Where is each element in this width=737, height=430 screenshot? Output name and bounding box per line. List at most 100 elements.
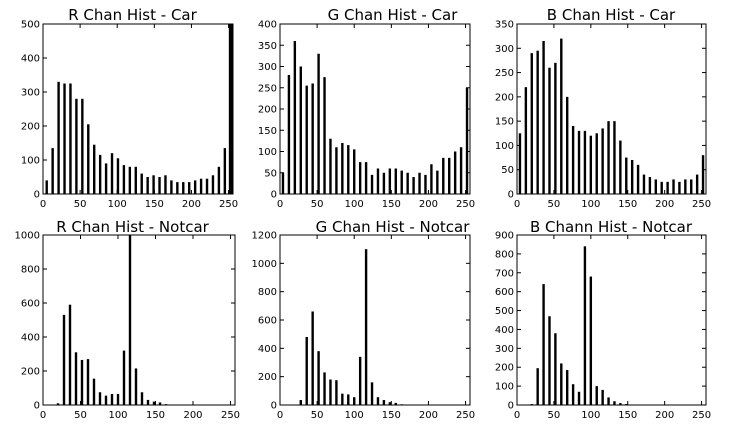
bar [459,147,463,194]
chart-title: G Chan Hist - Car [327,6,458,24]
y-tick-label: 100 [495,141,514,152]
bar [152,401,156,405]
x-tick-label: 150 [618,410,637,421]
bar [305,85,308,194]
bar [140,392,144,405]
x-tick-label: 100 [108,199,127,210]
bar [684,179,687,194]
x-tick-label: 200 [419,410,438,421]
x-tick-label: 200 [655,199,674,210]
y-tick-label: 150 [495,117,514,128]
y-tick-label: 200 [21,122,40,133]
x-tick-label: 250 [219,199,238,210]
bar [146,177,149,194]
bar [448,157,451,195]
bar [116,158,120,194]
bar [116,393,120,405]
bar [122,165,126,194]
bar [305,337,308,405]
bar [388,402,392,405]
y-tick-label: 400 [258,344,277,355]
bar [364,249,368,405]
x-tick-label: 250 [456,199,475,210]
y-tick-label: 600 [21,299,40,310]
bar [199,178,203,194]
bar [104,163,108,194]
bar [341,143,344,194]
y-tick-label: 0 [34,190,40,201]
y-tick-label: 1200 [252,231,277,242]
bar [554,62,557,194]
bar [51,148,54,194]
bar [62,314,66,405]
y-tick-label: 500 [495,306,514,317]
plot-frame [279,23,471,195]
y-tick-label: 0 [271,401,277,412]
bar [430,164,433,194]
chart-svg: 0 200 400 600 800 1000 1200 0 50 100 150 200 250 [252,231,476,422]
bar [98,392,102,405]
x-tick-label: 150 [145,199,164,210]
y-tick-label: 600 [495,287,514,298]
bar [317,351,320,405]
bar [382,172,386,194]
y-tick-label: 50 [264,168,277,179]
x-tick-label: 100 [581,410,600,421]
x-tick-label: 150 [382,410,401,421]
bar [518,133,522,194]
bar [566,370,569,405]
bar [589,135,593,194]
bar [583,246,587,405]
bar [636,164,640,194]
bar [601,389,604,405]
bar [122,350,126,405]
bar [81,98,84,194]
bar [666,181,669,194]
bar [678,181,681,194]
bar [335,380,338,405]
bar [560,363,563,405]
x-tick-label: 150 [146,410,165,421]
x-tick-label: 0 [277,199,283,210]
bar [223,148,227,194]
bar [335,147,338,194]
bar [152,175,155,194]
bar [370,382,374,405]
x-tick-label: 100 [345,410,364,421]
chart-svg: 0 100 200 300 400 500 600 700 800 900 0 50 100 150 200… [495,231,711,422]
y-tick-label: 350 [495,20,514,31]
bar [577,130,581,194]
bar [442,157,445,195]
bar [701,155,705,194]
bar [613,401,616,405]
bar [80,359,84,405]
bar [548,316,551,405]
bar [353,149,356,195]
bar [104,395,108,405]
y-tick-label: 200 [495,92,514,103]
bar [436,170,439,195]
bar [542,41,545,194]
bar [358,356,362,405]
chart-title: B Chan Hist - Car [546,6,676,24]
bar [110,153,114,194]
y-tick-label: 0 [271,190,277,201]
y-tick-label: 400 [495,325,514,336]
bar [86,359,90,405]
y-tick-label: 800 [21,265,40,276]
y-tick-label: 300 [21,88,40,99]
bar [128,166,132,194]
bar [193,180,197,194]
bar [188,182,191,194]
bar [630,160,634,194]
bar [619,140,622,194]
bar [571,126,575,194]
bar [57,81,60,194]
bar [607,121,610,194]
bar [690,179,693,194]
y-tick-label: 50 [501,165,514,176]
chart-svg: 0 100 200 300 400 500 0 50 100 150 200 250 [21,20,238,211]
y-tick-label: 400 [258,20,277,31]
x-tick-label: 50 [311,410,324,421]
bar [164,175,167,194]
